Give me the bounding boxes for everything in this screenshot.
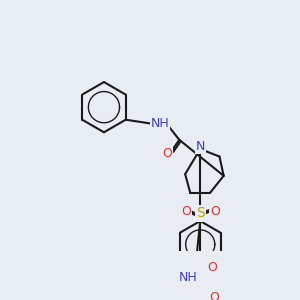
Text: S: S [196, 206, 205, 220]
Text: N: N [196, 140, 205, 153]
Text: O: O [162, 147, 172, 160]
Text: O: O [181, 205, 191, 218]
Text: O: O [207, 261, 217, 274]
Text: NH: NH [178, 272, 197, 284]
Text: NH: NH [151, 117, 169, 130]
Text: O: O [209, 291, 219, 300]
Text: O: O [210, 205, 220, 218]
